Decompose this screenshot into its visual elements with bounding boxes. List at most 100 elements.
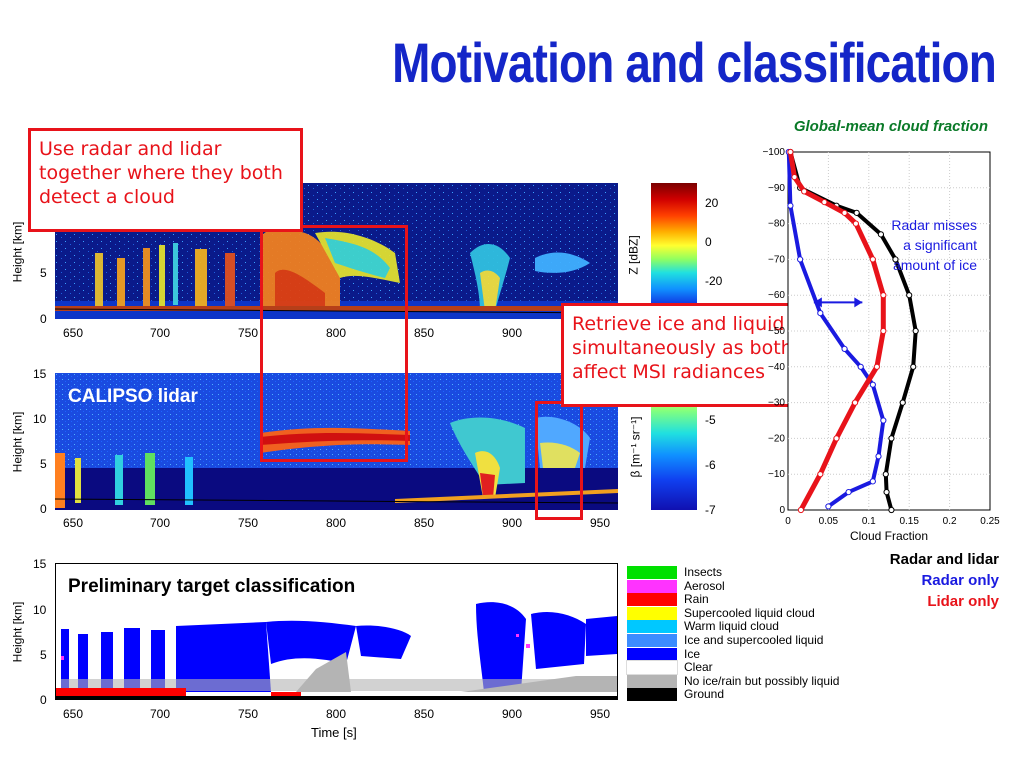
radar-xtick: 900 (502, 326, 523, 340)
data-point (880, 417, 887, 424)
y-tick-label: −20 (768, 433, 785, 444)
data-point (869, 381, 876, 388)
lidar-ytick: 5 (40, 457, 47, 471)
series-line (786, 150, 886, 509)
radar-ytick: 0 (40, 312, 47, 326)
data-point (791, 173, 798, 181)
data-point (869, 478, 876, 485)
y-tick-label: −100 (762, 147, 785, 158)
data-point (882, 471, 889, 478)
lidar-xtick: 700 (150, 516, 171, 530)
legend-item: Warm liquid cloud (627, 619, 927, 634)
lidar-xtick: 850 (414, 516, 435, 530)
data-point (910, 363, 917, 370)
data-point (873, 363, 880, 370)
data-point (877, 231, 885, 238)
x-tick-label: 0 (785, 516, 791, 527)
data-point (883, 489, 890, 496)
legend-item: Ice (627, 646, 927, 661)
data-point (906, 292, 913, 299)
radar-colorbar-tick: 0 (705, 235, 712, 249)
y-tick-label: −50 (768, 326, 785, 337)
legend-radar-only: Radar only (921, 572, 999, 589)
legend-swatch (627, 606, 677, 620)
x-tick-label: 0.2 (943, 516, 957, 527)
lidar-ytick: 15 (33, 367, 47, 381)
x-tick-label: 0.25 (980, 516, 1000, 527)
target-xtick: 950 (590, 707, 611, 721)
target-panel-label: Preliminary target classification (68, 576, 356, 597)
radar-colorbar-tick: -20 (705, 274, 723, 288)
radar-xtick: 850 (414, 326, 435, 340)
target-xtick: 750 (238, 707, 259, 721)
data-point (857, 363, 864, 370)
legend-radar-and-lidar: Radar and lidar (889, 551, 999, 568)
radar-xtick: 650 (63, 326, 84, 340)
legend-label: Ice (684, 646, 701, 661)
legend-swatch (627, 688, 677, 702)
target-xtick: 700 (150, 707, 171, 721)
data-point (869, 256, 876, 263)
radar-xtick: 800 (326, 326, 347, 340)
legend-swatch (627, 579, 677, 593)
y-tick-label: −30 (768, 398, 785, 409)
radar-xtick: 750 (238, 326, 259, 340)
lidar-xtick: 900 (502, 516, 523, 530)
lidar-y-axis-label: Height [km] (10, 411, 25, 473)
radar-colorbar (651, 183, 697, 319)
data-point (825, 503, 832, 510)
y-tick-label: −10 (768, 469, 785, 480)
x-tick-label: 0.05 (819, 516, 839, 527)
arrow-head-right (854, 297, 863, 308)
y-tick-label: −60 (768, 290, 785, 301)
arrow-head-left (813, 297, 822, 308)
data-point (797, 256, 804, 263)
data-point (787, 202, 794, 209)
highlight-box-radar-lidar (260, 225, 408, 462)
legend-swatch (627, 647, 677, 661)
page-title: Motivation and classification (392, 31, 997, 94)
data-point (801, 188, 808, 195)
data-point (875, 453, 882, 460)
highlight-box-retrieve (535, 401, 583, 520)
data-point (888, 506, 895, 514)
lidar-xtick: 950 (590, 516, 611, 530)
series-line (787, 149, 886, 513)
y-tick-label: 0 (779, 505, 785, 516)
lidar-ytick: 10 (33, 412, 47, 426)
radar-colorbar-tick: 20 (705, 196, 719, 210)
data-point (817, 471, 824, 478)
data-point (899, 399, 906, 406)
target-x-axis-label: Time [s] (311, 725, 357, 740)
legend-label: Insects (684, 565, 723, 579)
lidar-xtick: 750 (238, 516, 259, 530)
target-ytick: 15 (33, 557, 47, 571)
data-point (892, 256, 899, 263)
legend-label: Clear (684, 660, 713, 675)
lidar-colorbar-tick: -6 (705, 458, 716, 472)
cloud-fraction-title: Global-mean cloud fraction (793, 118, 988, 135)
data-point (912, 327, 919, 335)
target-xtick: 650 (63, 707, 84, 721)
legend-label: Warm liquid cloud (684, 619, 779, 634)
legend-label: Ground (684, 687, 725, 702)
legend-swatch (627, 566, 677, 579)
target-xtick: 850 (414, 707, 435, 721)
target-ytick: 10 (33, 603, 47, 617)
lidar-colorbar-tick: -7 (705, 503, 716, 517)
legend-item: Clear (626, 660, 927, 676)
series-line (788, 150, 918, 512)
legend-label: Supercooled liquid cloud (684, 605, 815, 620)
legend-label: No ice/rain but possibly liquid (684, 673, 840, 688)
legend-swatch (627, 674, 677, 688)
target-panel (55, 563, 618, 700)
data-point (841, 345, 848, 352)
y-tick-label: −40 (768, 362, 785, 373)
lidar-colorbar-label: β [m⁻¹ sr⁻¹] (628, 416, 643, 478)
data-point (853, 209, 860, 216)
data-point (852, 220, 859, 227)
lidar-panel (55, 373, 618, 510)
radar-colorbar-label: Z [dBZ] (626, 235, 641, 275)
y-tick-label: −70 (768, 254, 785, 265)
data-point (851, 399, 859, 406)
